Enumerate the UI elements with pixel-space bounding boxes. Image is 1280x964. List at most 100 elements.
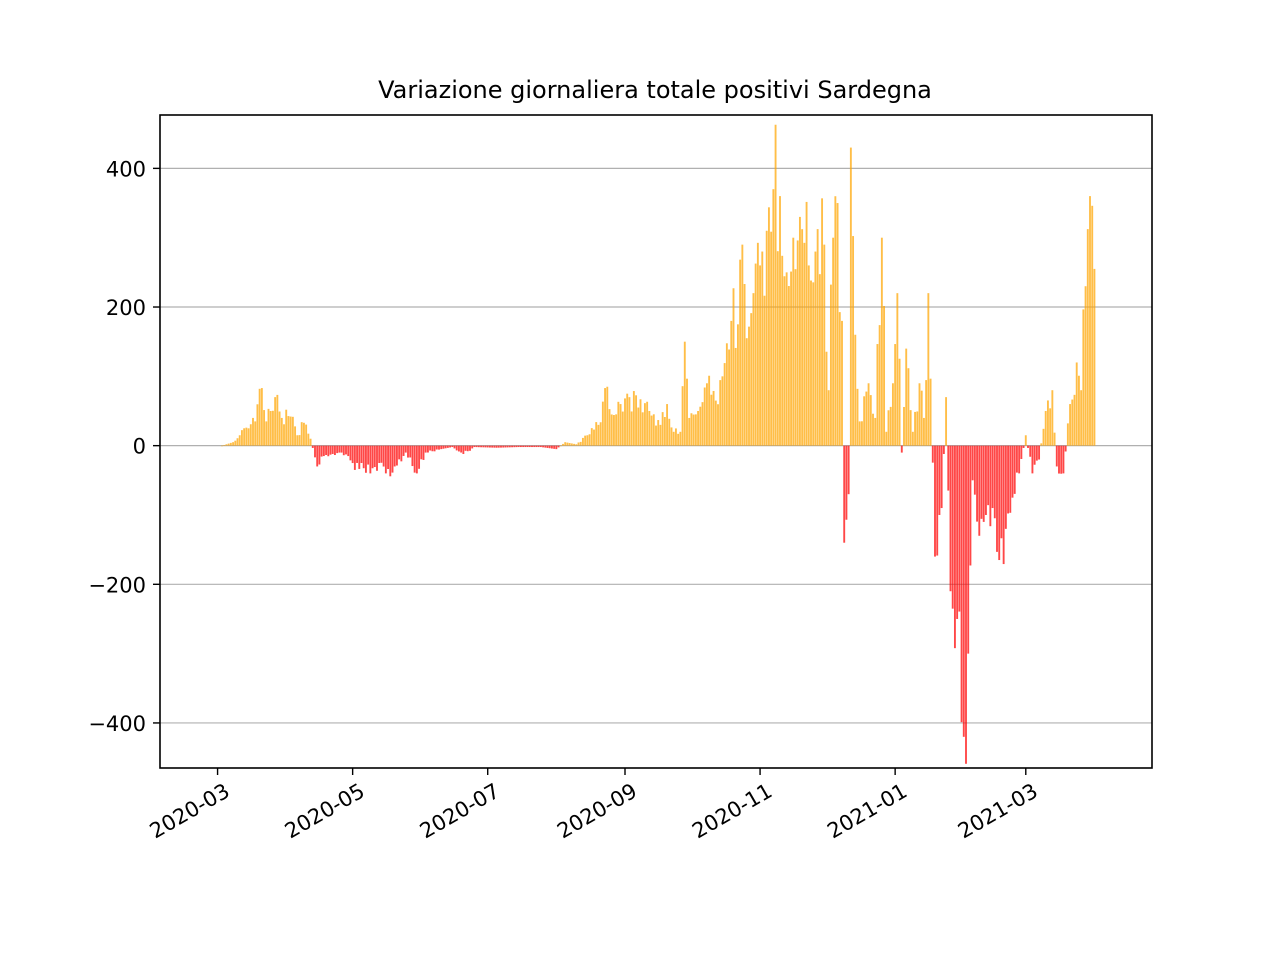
y-axis: −400 −200 0 200 400 <box>88 157 160 736</box>
bar <box>641 412 644 446</box>
bar <box>1013 445 1016 494</box>
bar <box>555 445 558 450</box>
bar <box>562 443 564 446</box>
bar <box>500 445 502 448</box>
bar <box>1051 390 1054 446</box>
x-tick-label: 2020-11 <box>688 779 776 844</box>
bar <box>911 431 914 446</box>
bar <box>750 313 753 446</box>
bar <box>495 445 498 448</box>
bar <box>635 395 638 446</box>
bar <box>537 445 540 448</box>
bar <box>426 445 429 453</box>
x-tick-label: 2020-03 <box>146 779 234 844</box>
bar <box>234 440 237 446</box>
bar <box>978 445 981 536</box>
bar <box>413 445 416 473</box>
bar <box>278 411 281 446</box>
bar <box>471 445 474 449</box>
bar <box>1071 399 1074 446</box>
bar <box>872 413 874 446</box>
bar <box>900 445 903 453</box>
bar <box>568 443 571 446</box>
bar <box>398 445 401 460</box>
bar <box>431 445 434 452</box>
bar <box>608 409 611 446</box>
bar <box>801 229 804 446</box>
bar <box>296 435 299 446</box>
bar <box>763 295 766 446</box>
bar <box>628 397 631 446</box>
bar <box>776 251 779 446</box>
x-tick-label: 2021-03 <box>954 779 1042 844</box>
bar <box>973 445 976 495</box>
bar <box>1069 404 1072 446</box>
x-axis: 2020-03 2020-05 2020-07 2020-09 2020-11 2021-… <box>146 768 1042 843</box>
bar <box>225 444 228 446</box>
bar <box>1004 445 1007 529</box>
bar <box>938 445 941 515</box>
bar <box>283 424 285 446</box>
bar <box>929 378 932 446</box>
bar <box>829 284 832 446</box>
bar <box>721 376 724 446</box>
bar <box>880 237 883 446</box>
bar <box>504 445 507 448</box>
bar <box>1040 443 1043 446</box>
bar <box>300 422 303 446</box>
bar <box>1009 445 1012 513</box>
bar <box>491 445 494 448</box>
bar <box>699 406 702 446</box>
bar <box>643 403 646 446</box>
bar <box>1044 410 1047 446</box>
bar <box>376 445 378 471</box>
bar <box>1066 423 1069 446</box>
bar <box>971 445 974 481</box>
bar <box>1007 445 1010 514</box>
x-tick-label: 2021-01 <box>823 779 911 844</box>
bar <box>619 404 622 446</box>
bar <box>860 421 863 446</box>
bar <box>1002 445 1005 565</box>
bar <box>887 410 890 446</box>
bar <box>457 445 460 452</box>
bar <box>898 358 901 446</box>
bar <box>384 445 387 474</box>
bar <box>849 147 852 446</box>
bar <box>327 445 330 457</box>
bar <box>497 445 500 448</box>
bar <box>314 445 316 458</box>
bar <box>991 445 994 509</box>
bar <box>511 445 514 448</box>
bar <box>781 255 784 446</box>
bar <box>593 429 595 446</box>
bar <box>515 445 518 448</box>
bar <box>1089 196 1091 446</box>
bar <box>681 386 684 446</box>
bar <box>1027 445 1029 448</box>
bar <box>318 445 321 465</box>
bar <box>710 394 713 446</box>
bar <box>291 416 294 446</box>
bar <box>909 410 912 446</box>
bar <box>267 408 270 446</box>
bar <box>869 395 872 446</box>
bar <box>581 437 584 446</box>
bar <box>533 445 536 448</box>
bar <box>674 428 677 446</box>
bar <box>843 445 846 543</box>
bar <box>1091 205 1094 446</box>
bar <box>570 443 573 446</box>
bar <box>342 445 345 456</box>
bar <box>320 445 323 457</box>
bar <box>604 388 607 446</box>
bar <box>1073 394 1076 446</box>
bar <box>531 445 533 448</box>
bar <box>557 445 560 448</box>
bar <box>305 424 308 446</box>
bar <box>803 242 806 446</box>
bar <box>907 368 910 446</box>
bar <box>550 445 553 449</box>
bar <box>449 445 452 448</box>
bar <box>1058 445 1060 474</box>
